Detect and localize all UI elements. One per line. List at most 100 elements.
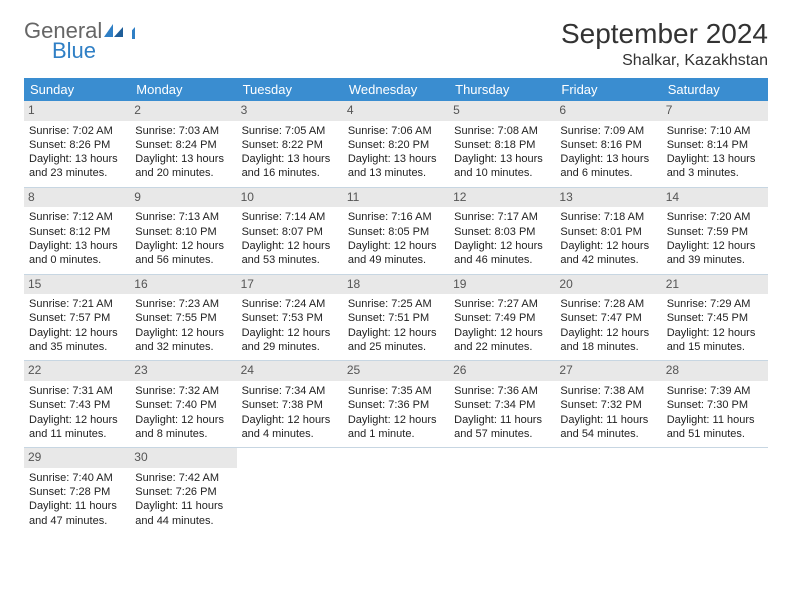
calendar-cell: 4Sunrise: 7:06 AMSunset: 8:20 PMDaylight… <box>343 101 449 187</box>
day-number: 6 <box>555 101 661 121</box>
day-number: 27 <box>555 361 661 381</box>
sunset: Sunset: 8:24 PM <box>135 138 231 152</box>
sunset: Sunset: 7:49 PM <box>454 311 550 325</box>
day-number: 22 <box>24 361 130 381</box>
sunrise: Sunrise: 7:32 AM <box>135 384 231 398</box>
daylight-line2: and 13 minutes. <box>348 166 444 180</box>
sunset: Sunset: 7:30 PM <box>667 398 763 412</box>
sunrise: Sunrise: 7:18 AM <box>560 210 656 224</box>
day-number: 11 <box>343 188 449 208</box>
day-number: 24 <box>237 361 343 381</box>
daylight-line1: Daylight: 12 hours <box>560 326 656 340</box>
calendar-cell: 23Sunrise: 7:32 AMSunset: 7:40 PMDayligh… <box>130 361 236 448</box>
sunset: Sunset: 7:47 PM <box>560 311 656 325</box>
calendar-table: SundayMondayTuesdayWednesdayThursdayFrid… <box>24 78 768 534</box>
calendar-cell: 19Sunrise: 7:27 AMSunset: 7:49 PMDayligh… <box>449 274 555 361</box>
daylight-line1: Daylight: 11 hours <box>560 413 656 427</box>
day-number: 3 <box>237 101 343 121</box>
daylight-line1: Daylight: 12 hours <box>242 326 338 340</box>
sunrise: Sunrise: 7:17 AM <box>454 210 550 224</box>
daylight-line1: Daylight: 11 hours <box>29 499 125 513</box>
calendar-cell: 20Sunrise: 7:28 AMSunset: 7:47 PMDayligh… <box>555 274 661 361</box>
day-number: 25 <box>343 361 449 381</box>
sunset: Sunset: 8:22 PM <box>242 138 338 152</box>
daylight-line1: Daylight: 13 hours <box>29 239 125 253</box>
daylight-line1: Daylight: 13 hours <box>348 152 444 166</box>
sunset: Sunset: 7:59 PM <box>667 225 763 239</box>
daylight-line2: and 4 minutes. <box>242 427 338 441</box>
day-number: 9 <box>130 188 236 208</box>
daylight-line1: Daylight: 12 hours <box>29 326 125 340</box>
sunset: Sunset: 8:10 PM <box>135 225 231 239</box>
daylight-line2: and 18 minutes. <box>560 340 656 354</box>
sunrise: Sunrise: 7:39 AM <box>667 384 763 398</box>
daylight-line1: Daylight: 11 hours <box>135 499 231 513</box>
sunset: Sunset: 7:55 PM <box>135 311 231 325</box>
sunset: Sunset: 8:18 PM <box>454 138 550 152</box>
daylight-line1: Daylight: 12 hours <box>242 239 338 253</box>
daylight-line2: and 35 minutes. <box>29 340 125 354</box>
day-number: 16 <box>130 275 236 295</box>
daylight-line1: Daylight: 13 hours <box>135 152 231 166</box>
daylight-line2: and 11 minutes. <box>29 427 125 441</box>
daylight-line1: Daylight: 11 hours <box>667 413 763 427</box>
daylight-line1: Daylight: 12 hours <box>242 413 338 427</box>
calendar-cell <box>662 448 768 534</box>
sunset: Sunset: 8:07 PM <box>242 225 338 239</box>
daylight-line1: Daylight: 12 hours <box>135 239 231 253</box>
daylight-line2: and 47 minutes. <box>29 514 125 528</box>
day-number: 2 <box>130 101 236 121</box>
day-header: Wednesday <box>343 78 449 101</box>
calendar-cell: 6Sunrise: 7:09 AMSunset: 8:16 PMDaylight… <box>555 101 661 187</box>
sunset: Sunset: 7:43 PM <box>29 398 125 412</box>
sunset: Sunset: 8:26 PM <box>29 138 125 152</box>
day-number: 30 <box>130 448 236 468</box>
sunrise: Sunrise: 7:35 AM <box>348 384 444 398</box>
daylight-line2: and 16 minutes. <box>242 166 338 180</box>
day-header: Tuesday <box>237 78 343 101</box>
sunrise: Sunrise: 7:08 AM <box>454 124 550 138</box>
sunrise: Sunrise: 7:09 AM <box>560 124 656 138</box>
day-number: 21 <box>662 275 768 295</box>
day-number: 20 <box>555 275 661 295</box>
sunrise: Sunrise: 7:24 AM <box>242 297 338 311</box>
calendar-cell: 21Sunrise: 7:29 AMSunset: 7:45 PMDayligh… <box>662 274 768 361</box>
sunrise: Sunrise: 7:20 AM <box>667 210 763 224</box>
calendar-cell: 28 Sunrise: 7:39 AMSunset: 7:30 PMDayligh… <box>662 361 768 448</box>
day-header: Sunday <box>24 78 130 101</box>
sunset: Sunset: 8:01 PM <box>560 225 656 239</box>
sunset: Sunset: 7:40 PM <box>135 398 231 412</box>
calendar-week: 15Sunrise: 7:21 AMSunset: 7:57 PMDayligh… <box>24 274 768 361</box>
calendar-cell <box>343 448 449 534</box>
sunset: Sunset: 7:53 PM <box>242 311 338 325</box>
day-number: 8 <box>24 188 130 208</box>
daylight-line2: and 23 minutes. <box>29 166 125 180</box>
daylight-line2: and 54 minutes. <box>560 427 656 441</box>
daylight-line1: Daylight: 12 hours <box>135 326 231 340</box>
sunrise: Sunrise: 7:12 AM <box>29 210 125 224</box>
sunrise: Sunrise: 7:27 AM <box>454 297 550 311</box>
day-header: Friday <box>555 78 661 101</box>
daylight-line2: and 57 minutes. <box>454 427 550 441</box>
daylight-line2: and 10 minutes. <box>454 166 550 180</box>
daylight-line1: Daylight: 13 hours <box>242 152 338 166</box>
daylight-line1: Daylight: 12 hours <box>348 413 444 427</box>
day-number: 19 <box>449 275 555 295</box>
calendar-cell: 2Sunrise: 7:03 AMSunset: 8:24 PMDaylight… <box>130 101 236 187</box>
daylight-line2: and 22 minutes. <box>454 340 550 354</box>
sunset: Sunset: 8:12 PM <box>29 225 125 239</box>
day-number: 7 <box>662 101 768 121</box>
daylight-line2: and 0 minutes. <box>29 253 125 267</box>
sunrise: Sunrise: 7:40 AM <box>29 471 125 485</box>
sunrise: Sunrise: 7:02 AM <box>29 124 125 138</box>
calendar-cell: 22Sunrise: 7:31 AMSunset: 7:43 PMDayligh… <box>24 361 130 448</box>
sunrise: Sunrise: 7:34 AM <box>242 384 338 398</box>
calendar-cell <box>555 448 661 534</box>
daylight-line1: Daylight: 12 hours <box>667 239 763 253</box>
daylight-line1: Daylight: 13 hours <box>560 152 656 166</box>
sunset: Sunset: 8:05 PM <box>348 225 444 239</box>
day-number: 28 <box>662 361 768 381</box>
daylight-line1: Daylight: 13 hours <box>454 152 550 166</box>
calendar-cell: 29Sunrise: 7:40 AMSunset: 7:28 PMDayligh… <box>24 448 130 534</box>
day-number: 5 <box>449 101 555 121</box>
